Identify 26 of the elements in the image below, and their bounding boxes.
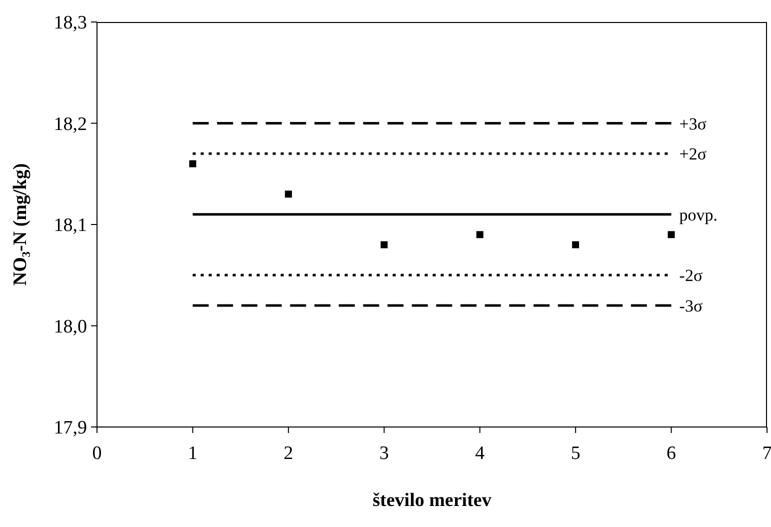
y-tick-label: 18,1 [54,215,87,236]
series-label: +2σ [679,144,707,164]
x-tick-label: 5 [570,443,580,464]
point [284,190,292,198]
point [189,160,196,168]
series-label: +3σ [679,114,707,134]
x-tick-label: 2 [284,443,294,464]
x-tick-label: 1 [188,443,198,464]
series-label: povp. [679,205,718,224]
point [668,231,675,238]
y-tick-label: 18,0 [54,316,87,338]
y-tick-label: 17,9 [54,418,87,439]
x-axis-title: število meritev [372,490,492,512]
point [380,241,388,248]
x-tick-label: 6 [666,443,676,464]
point [572,241,580,248]
y-tick-label: 18,2 [54,114,87,135]
point [476,231,484,238]
y-tick-label: 18,3 [54,12,87,34]
x-tick-label: 3 [379,443,389,464]
x-tick-label: 0 [92,443,102,464]
series-label: -3σ [679,296,703,316]
y-axis-title: NO₃-N (mg/kg) [10,163,31,286]
x-tick-label: 7 [762,443,771,464]
x-tick-label: 4 [475,443,486,464]
series-label: -2σ [679,266,703,286]
